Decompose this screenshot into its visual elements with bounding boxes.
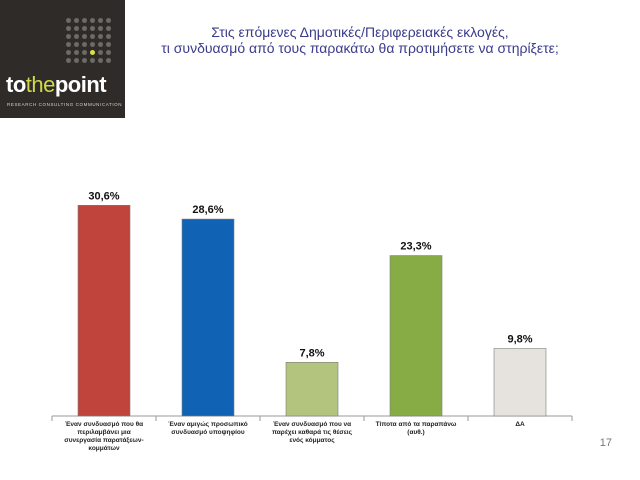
logo-dot	[66, 50, 71, 55]
logo-dot	[90, 58, 95, 63]
page-title: Στις επόμενες Δημοτικές/Περιφερειακές εκ…	[140, 24, 580, 56]
logo-tagline: RESEARCH CONSULTING COMMUNICATION	[7, 102, 123, 107]
bar-value-label: 9,8%	[507, 334, 532, 346]
bar-value-label: 28,6%	[192, 204, 223, 216]
logo-word-point: point	[54, 72, 107, 97]
bar	[389, 255, 443, 417]
logo-dot	[106, 26, 111, 31]
page-title-line-2: τι συνδυασμό από τους παρακάτω θα προτιμ…	[161, 40, 559, 56]
logo-dot	[82, 58, 87, 63]
logo-dot	[98, 26, 103, 31]
logo: tothepoint RESEARCH CONSULTING COMMUNICA…	[0, 0, 125, 118]
category-label: Έναν συνδυασμό που θα περιλαμβάνει μια σ…	[64, 421, 144, 452]
logo-dot	[66, 18, 71, 23]
logo-dot	[74, 50, 79, 55]
logo-dot	[74, 26, 79, 31]
logo-dot	[82, 42, 87, 47]
logo-dot	[98, 50, 103, 55]
logo-dot	[106, 42, 111, 47]
page-number: 17	[599, 437, 612, 449]
logo-dot	[82, 34, 87, 39]
page-title-line-1: Στις επόμενες Δημοτικές/Περιφερειακές εκ…	[211, 24, 509, 40]
bar	[77, 204, 131, 417]
logo-dot	[82, 26, 87, 31]
logo-dot	[66, 58, 71, 63]
logo-dot	[74, 58, 79, 63]
logo-wordmark: tothepoint	[6, 72, 107, 98]
logo-dot	[90, 26, 95, 31]
logo-dot	[66, 26, 71, 31]
logo-word-to: to	[6, 72, 26, 97]
logo-dot	[90, 34, 95, 39]
bar-value-label: 23,3%	[400, 241, 431, 253]
category-label: Τίποτα από τα παραπάνω (αυθ.)	[375, 421, 457, 436]
logo-dot	[74, 18, 79, 23]
logo-dot	[90, 50, 95, 55]
logo-dot	[106, 34, 111, 39]
logo-dot	[98, 58, 103, 63]
logo-dot	[66, 42, 71, 47]
logo-dot	[98, 42, 103, 47]
logo-dot	[98, 18, 103, 23]
logo-dot	[82, 18, 87, 23]
logo-dot	[82, 50, 87, 55]
logo-dot	[106, 18, 111, 23]
logo-word-the: the	[25, 72, 56, 97]
category-label: ΔΑ	[515, 421, 525, 428]
bar	[285, 361, 339, 417]
logo-dot	[90, 18, 95, 23]
logo-dot	[98, 34, 103, 39]
logo-dot	[74, 34, 79, 39]
category-label: Έναν αμιγώς προσωπικό συνδυασμό υποψηφίο…	[168, 421, 248, 436]
category-label: Έναν συνδυασμό που να παρέχει καθαρά τις…	[272, 421, 352, 444]
logo-dot	[74, 42, 79, 47]
bar	[181, 218, 235, 417]
bar	[493, 348, 547, 417]
logo-dot	[90, 42, 95, 47]
bar-value-label: 30,6%	[88, 190, 119, 202]
logo-dot	[106, 58, 111, 63]
bar-value-label: 7,8%	[299, 347, 324, 359]
logo-dot	[66, 34, 71, 39]
logo-dot	[106, 50, 111, 55]
